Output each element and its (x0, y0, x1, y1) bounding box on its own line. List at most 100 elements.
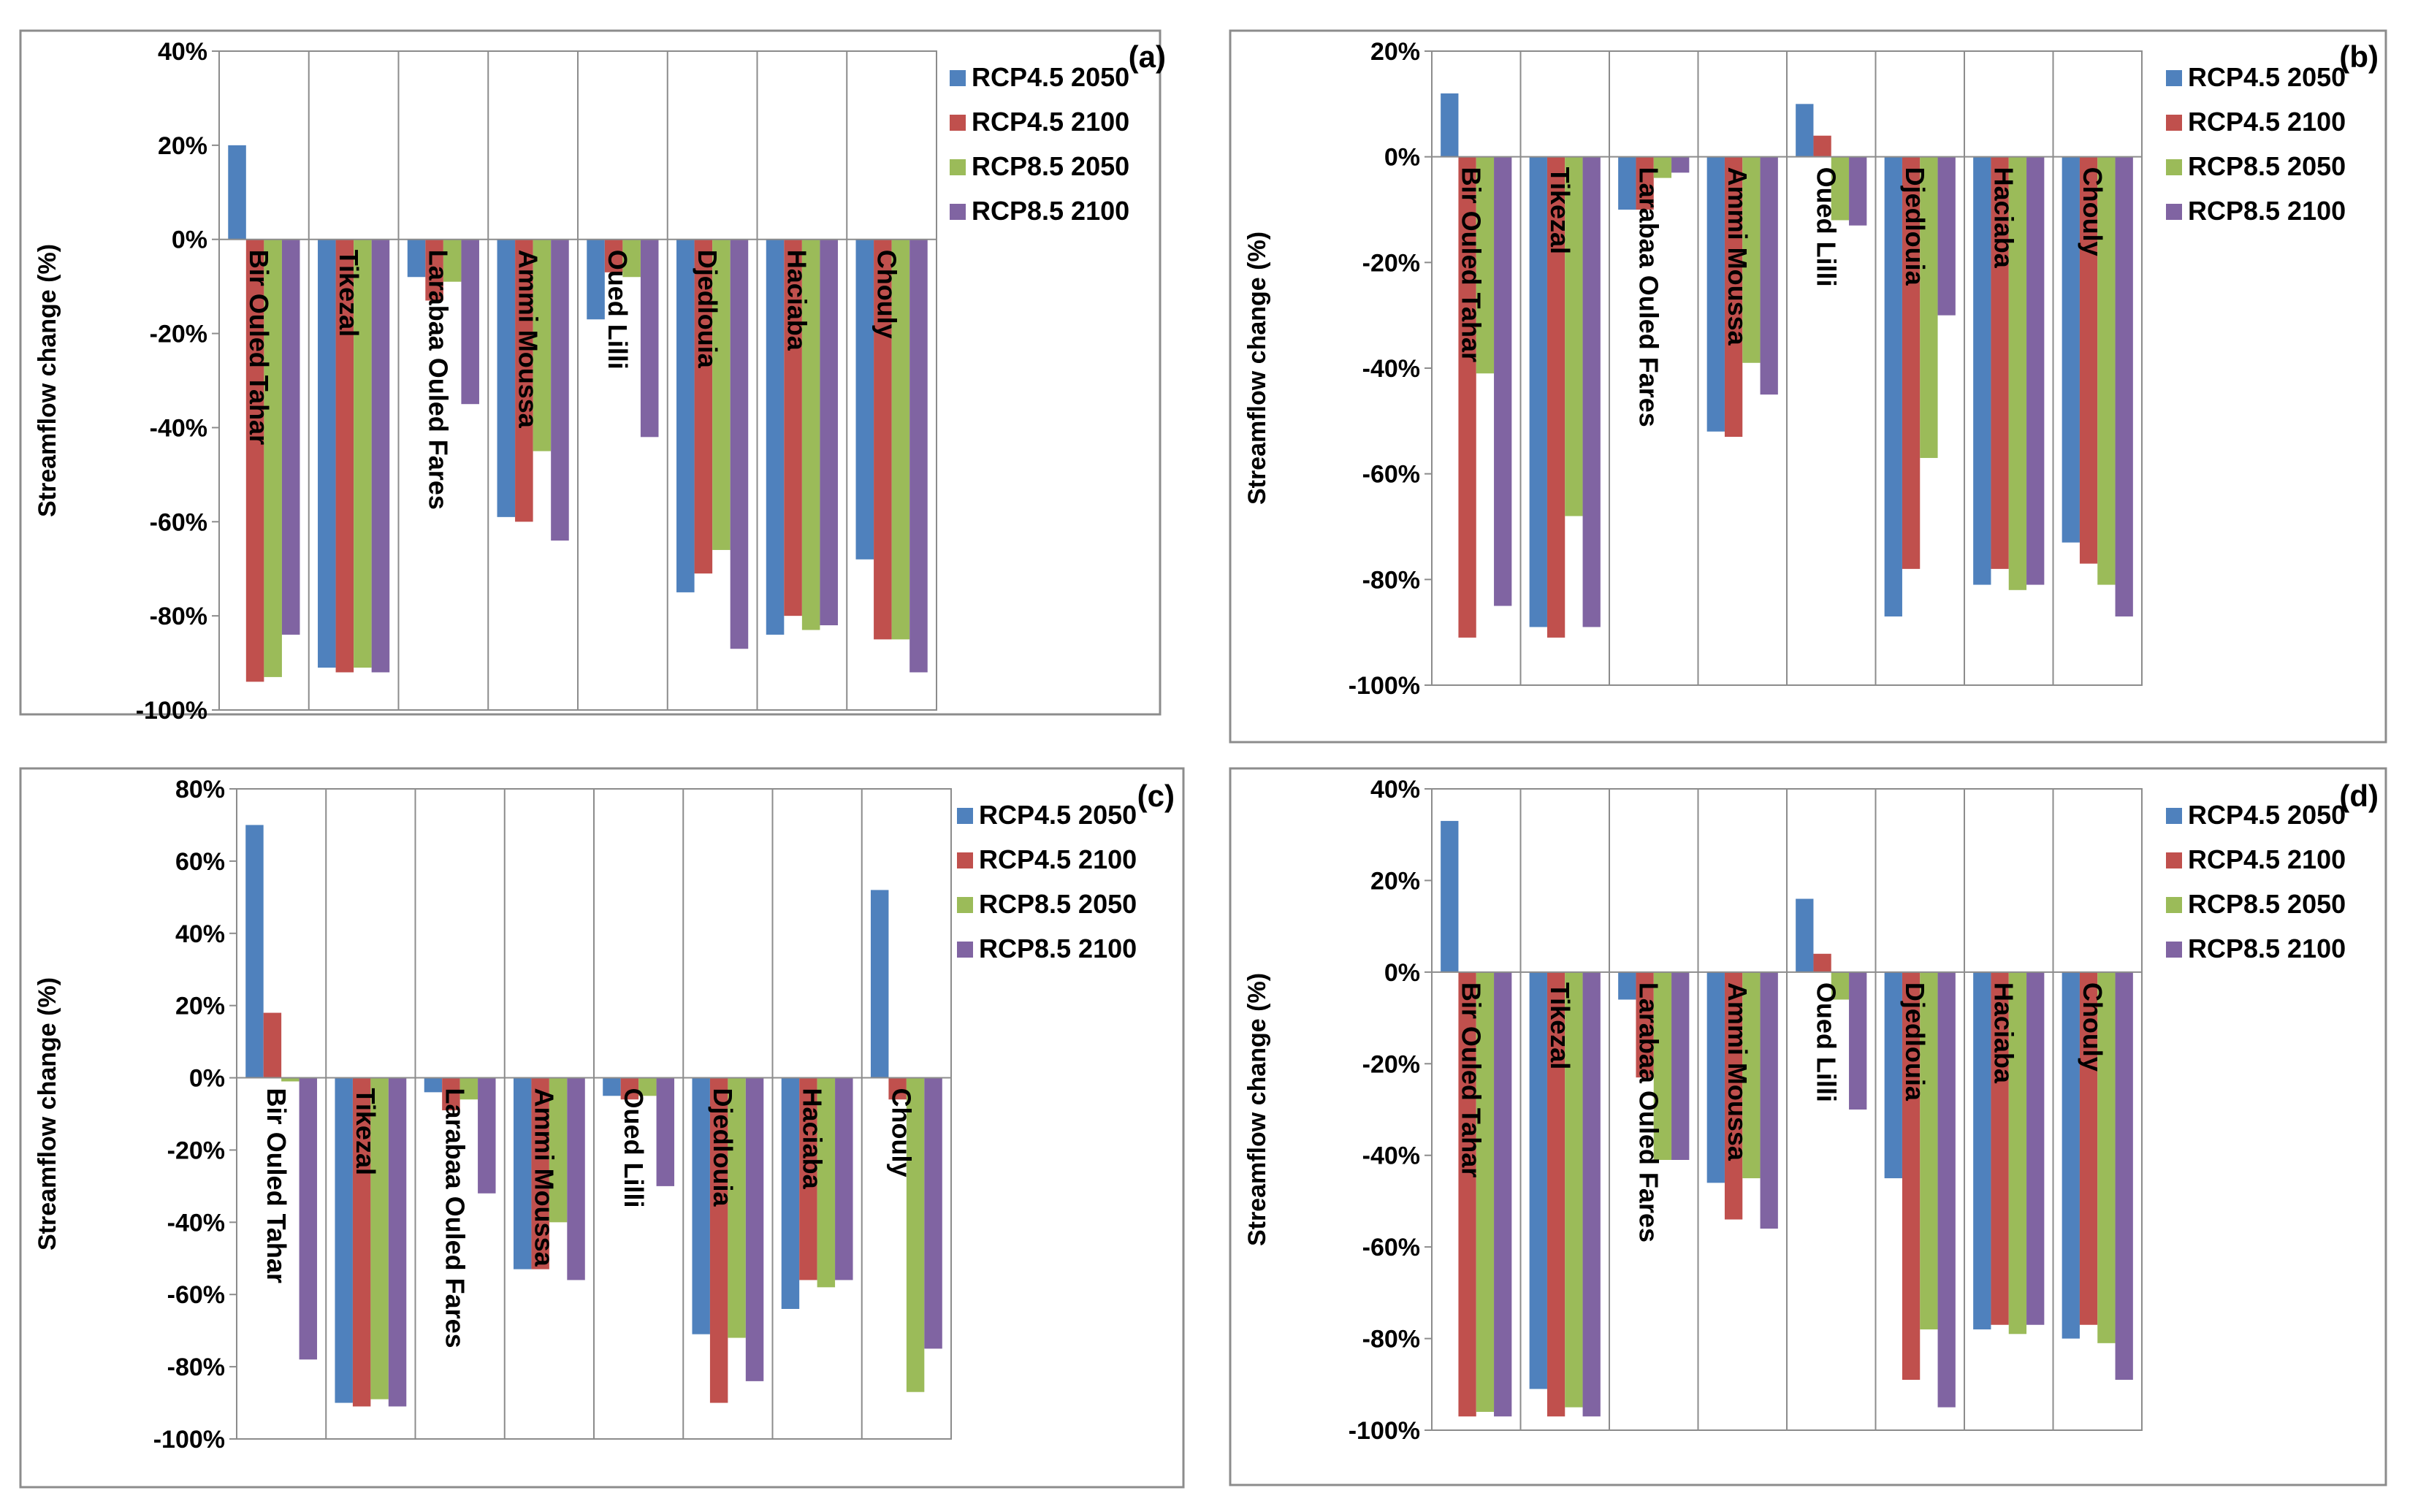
category-label: Tikezal (334, 250, 364, 337)
bar (835, 1077, 853, 1280)
category-label: Haciaba (1989, 167, 2019, 269)
y-tick-label: -80% (150, 603, 207, 630)
category-label: Djedlouia (1900, 982, 1930, 1101)
bar (1529, 971, 1547, 1389)
bar (1618, 971, 1636, 1000)
y-tick-label: -20% (150, 321, 207, 348)
bar (1920, 971, 1938, 1330)
bar (281, 239, 300, 635)
y-tick-label: -20% (1362, 1050, 1420, 1078)
panel-tag: (a) (1129, 39, 1166, 74)
bar (730, 239, 749, 649)
category-label: Chouly (872, 250, 901, 339)
bar (676, 239, 695, 592)
bar (1706, 156, 1725, 432)
bar (1724, 156, 1743, 438)
bar (263, 1012, 282, 1078)
bar (1884, 971, 1902, 1179)
legend-label: RCP8.5 2100 (2188, 196, 2346, 226)
bar (1831, 971, 1850, 1000)
category-label: Oued Lilli (619, 1088, 649, 1208)
legend: RCP4.5 2050 RCP4.5 2100 RCP8.5 2050 RCP8.5 … (950, 62, 1129, 226)
bar (264, 239, 282, 677)
bar (1884, 156, 1902, 616)
bar (2115, 156, 2133, 616)
y-tick-label: -20% (167, 1137, 225, 1164)
legend-label: RCP4.5 2100 (2188, 107, 2346, 137)
y-tick-label: 20% (1370, 38, 1420, 66)
legend: RCP4.5 2050 RCP4.5 2100 RCP8.5 2050 RCP8.5 … (957, 800, 1137, 963)
category-label: Larabaa Ouled Fares (424, 250, 454, 510)
bar (1742, 971, 1761, 1179)
chart-panel: 80% 60% 40% 20% 0% -20% -40% -60% -80% -100% Strea… (19, 767, 1185, 1489)
bar (567, 1077, 585, 1280)
bar (2062, 156, 2080, 543)
y-tick-label: 40% (1370, 776, 1420, 803)
bar (1458, 971, 1476, 1417)
category-label: Haciaba (797, 1088, 827, 1190)
bar (692, 1077, 710, 1335)
bar (1653, 971, 1672, 1160)
legend-label: RCP8.5 2050 (2188, 889, 2346, 919)
bar (604, 239, 623, 272)
legend-swatch (2166, 159, 2182, 175)
bar (1671, 156, 1690, 173)
y-tick-label: -40% (150, 414, 207, 442)
bar (407, 239, 426, 278)
legend-label: RCP4.5 2050 (979, 800, 1137, 830)
bar (620, 1077, 639, 1100)
legend-label: RCP4.5 2100 (972, 107, 1129, 137)
y-tick-label: -40% (1362, 355, 1420, 383)
legend-swatch (950, 70, 966, 86)
y-tick-label: -100% (136, 697, 207, 725)
category-label: Haciaba (782, 250, 812, 351)
bar (461, 239, 479, 405)
bar (622, 239, 641, 278)
legend-swatch (2166, 115, 2182, 131)
bar (891, 239, 910, 640)
bar (1831, 156, 1850, 221)
chart-panel: 20% 0% -20% -40% -60% -80% -100% Streamflow cha… (1229, 29, 2387, 744)
legend-label: RCP4.5 2100 (2188, 844, 2346, 874)
category-label: Chouly (887, 1088, 917, 1177)
category-label: Djedlouia (693, 250, 722, 369)
bar (784, 239, 802, 616)
category-label: Larabaa Ouled Fares (1634, 982, 1664, 1242)
bar (1653, 156, 1672, 178)
bar (245, 239, 264, 682)
bar (1796, 104, 1814, 157)
bar (640, 239, 659, 438)
bar (551, 239, 569, 541)
category-label: Djedlouia (708, 1088, 738, 1207)
bar (1636, 156, 1654, 210)
legend-swatch (2166, 70, 2182, 86)
y-tick-label: -60% (167, 1281, 225, 1309)
bar (745, 1077, 764, 1381)
bar (1441, 820, 1459, 972)
y-tick-label: -80% (1362, 1326, 1420, 1353)
bar (1813, 953, 1831, 972)
bar (354, 239, 372, 668)
y-tick-label: -20% (1362, 249, 1420, 277)
y-tick-label: -80% (167, 1353, 225, 1381)
legend-swatch (2166, 942, 2182, 958)
legend-label: RCP8.5 2100 (972, 196, 1129, 226)
y-tick-label: 0% (189, 1065, 225, 1093)
category-label: Ammi Moussa (1723, 982, 1753, 1161)
bar (2062, 971, 2080, 1339)
panel-tag: (d) (2339, 779, 2379, 813)
bar (335, 1077, 353, 1403)
bar (1796, 898, 1814, 972)
category-label: Bir Ouled Tahar (244, 250, 274, 445)
legend-label: RCP4.5 2050 (2188, 800, 2346, 830)
bar (1636, 971, 1654, 1078)
y-tick-label: 40% (158, 38, 207, 66)
bar (1565, 971, 1583, 1408)
y-tick-label: 0% (172, 226, 207, 254)
bar (318, 239, 336, 668)
y-axis-title: Streamflow change (%) (1243, 232, 1271, 505)
y-tick-label: -40% (1362, 1142, 1420, 1170)
legend-label: RCP4.5 2050 (2188, 62, 2346, 92)
legend-swatch (957, 808, 973, 824)
legend: RCP4.5 2050 RCP4.5 2100 RCP8.5 2050 RCP8.5 … (2166, 800, 2346, 963)
